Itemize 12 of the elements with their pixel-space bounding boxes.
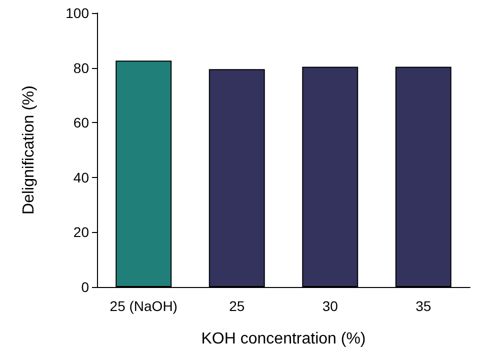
y-tick-label: 100 <box>66 5 90 21</box>
y-tick-label: 40 <box>73 169 90 186</box>
y-tick-label: 60 <box>73 114 90 131</box>
y-axis-title: Delignification (%) <box>20 86 38 214</box>
y-tick-label: 0 <box>81 279 90 295</box>
x-tick-label: 25 <box>229 298 245 314</box>
x-tick-label: 30 <box>322 298 338 314</box>
y-tick-label: 80 <box>73 60 90 76</box>
x-tick-label: 25 (NaOH) <box>110 298 178 314</box>
y-tick-label: 20 <box>73 224 90 240</box>
x-tick-label: 35 <box>416 298 432 314</box>
x-axis-title: KOH concentration (%) <box>201 330 366 348</box>
